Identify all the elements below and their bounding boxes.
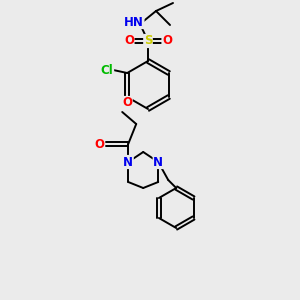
- Text: O: O: [124, 34, 134, 47]
- Text: O: O: [162, 34, 172, 47]
- Text: O: O: [94, 137, 104, 151]
- Text: O: O: [122, 97, 132, 110]
- Text: S: S: [144, 34, 152, 47]
- Text: N: N: [153, 155, 163, 169]
- Text: HN: HN: [124, 16, 144, 28]
- Text: N: N: [123, 155, 133, 169]
- Text: Cl: Cl: [101, 64, 114, 76]
